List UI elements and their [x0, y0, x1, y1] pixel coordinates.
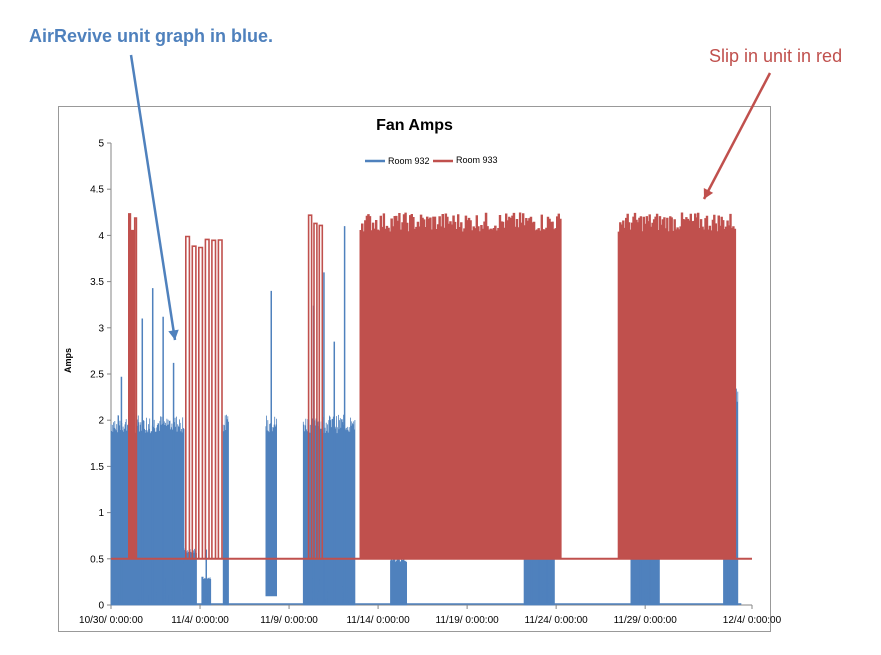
y-tick-label: 0.5 — [90, 554, 104, 565]
blue-annotation-arrow-head — [168, 329, 179, 340]
legend-label-room-933: Room 933 — [456, 155, 498, 165]
series-blue-segment — [390, 557, 407, 606]
y-tick-label: 5 — [98, 139, 104, 150]
x-tick-label: 11/9/ 0:00:00 — [260, 615, 318, 626]
red-annotation-arrow-head — [703, 188, 714, 199]
series-red-segment — [359, 212, 562, 559]
y-tick-label: 4.5 — [90, 185, 104, 196]
y-tick-label: 3 — [98, 323, 104, 334]
x-tick-label: 12/4/ 0:00:00 — [723, 615, 782, 626]
series-red-segment — [185, 235, 223, 559]
x-tick-label: 11/4/ 0:00:00 — [171, 615, 229, 626]
y-tick-label: 1 — [98, 508, 104, 519]
chart-title: Fan Amps — [376, 117, 453, 134]
y-tick-label: 3.5 — [90, 277, 104, 288]
y-tick-label: 4 — [98, 231, 104, 242]
y-tick-label: 0 — [98, 601, 104, 612]
x-tick-label: 10/30/ 0:00:00 — [79, 615, 143, 626]
y-tick-label: 2 — [98, 416, 104, 427]
y-tick-label: 1.5 — [90, 462, 104, 473]
series-red-segment — [128, 213, 138, 559]
y-tick-label: 2.5 — [90, 370, 104, 381]
x-tick-label: 11/29/ 0:00:00 — [614, 615, 678, 626]
blue-series-annotation: AirRevive unit graph in blue. — [29, 26, 274, 46]
x-tick-label: 11/14/ 0:00:00 — [346, 615, 410, 626]
x-tick-label: 11/24/ 0:00:00 — [525, 615, 589, 626]
x-tick-label: 11/19/ 0:00:00 — [436, 615, 500, 626]
series-red-segment — [307, 214, 324, 559]
series-red-segment — [617, 212, 737, 559]
legend-label-room-932: Room 932 — [388, 156, 430, 166]
red-series-annotation: Slip in unit in red — [709, 46, 843, 66]
series-blue-segment — [222, 414, 229, 606]
red-annotation-arrow-shaft — [702, 72, 772, 200]
blue-annotation-arrow-shaft — [129, 54, 177, 341]
